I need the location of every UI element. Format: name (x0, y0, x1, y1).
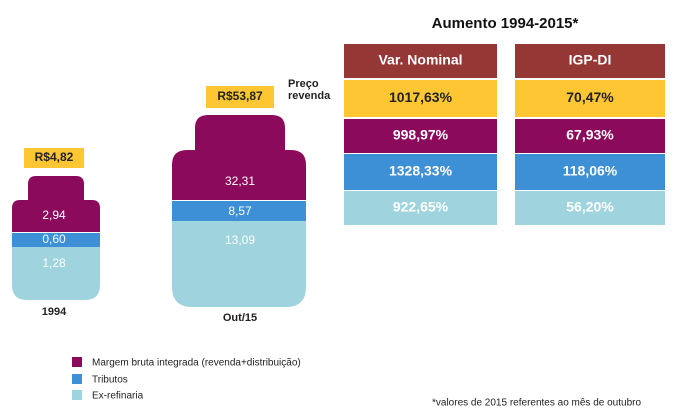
cylinder-label: Out/15 (223, 312, 257, 324)
price: R$53,87 (217, 89, 263, 103)
cell-value: 67,93% (566, 127, 614, 143)
table: Var. Nominal IGP-DI 1017,63% 70,47% 998,97% 6… (344, 44, 665, 225)
legend-label: Ex-refinaria (92, 391, 144, 402)
segment-margin (12, 176, 100, 232)
row-label: Preço revenda (288, 78, 344, 102)
segment-label: 13,09 (225, 233, 255, 247)
segment-label: 1,28 (42, 256, 66, 270)
cylinder-out15: R$53,87 32,31 8,57 13,09 Out/15 (172, 86, 306, 324)
segment-label: 8,57 (228, 204, 252, 218)
header-label: IGP-DI (569, 52, 612, 68)
segment-label: 0,60 (42, 232, 66, 246)
cylinder-label: 1994 (42, 306, 67, 318)
footnote: *valores de 2015 referentes ao mês de ou… (432, 398, 641, 408)
segment-label: 2,94 (42, 208, 66, 222)
row-label-wrap: Preço revenda (288, 78, 344, 110)
legend-swatch (72, 357, 82, 367)
price: R$4,82 (35, 150, 74, 164)
cylinder-1994: R$4,82 2,94 0,60 1,28 1994 (12, 148, 100, 318)
table-title: Aumento 1994-2015* (432, 15, 579, 32)
infographic: R$4,82 2,94 0,60 1,28 1994 R$53,87 32,31… (0, 0, 691, 408)
segment-label: 32,31 (225, 174, 255, 188)
legend-label: Margem bruta integrada (revenda+distribu… (92, 358, 301, 369)
cell-value: 1328,33% (389, 163, 453, 179)
cell-value: 1017,63% (389, 89, 453, 105)
legend-swatch (72, 390, 82, 400)
legend-label: Tributos (92, 375, 128, 386)
cell-value: 922,65% (393, 199, 449, 215)
cell-value: 998,97% (393, 127, 449, 143)
cell-value: 70,47% (566, 89, 614, 105)
cell-value: 118,06% (563, 163, 618, 179)
header-label: Var. Nominal (378, 52, 462, 68)
legend-swatch (72, 374, 82, 384)
cell-value: 56,20% (566, 199, 614, 215)
segment-refinery (12, 247, 100, 300)
